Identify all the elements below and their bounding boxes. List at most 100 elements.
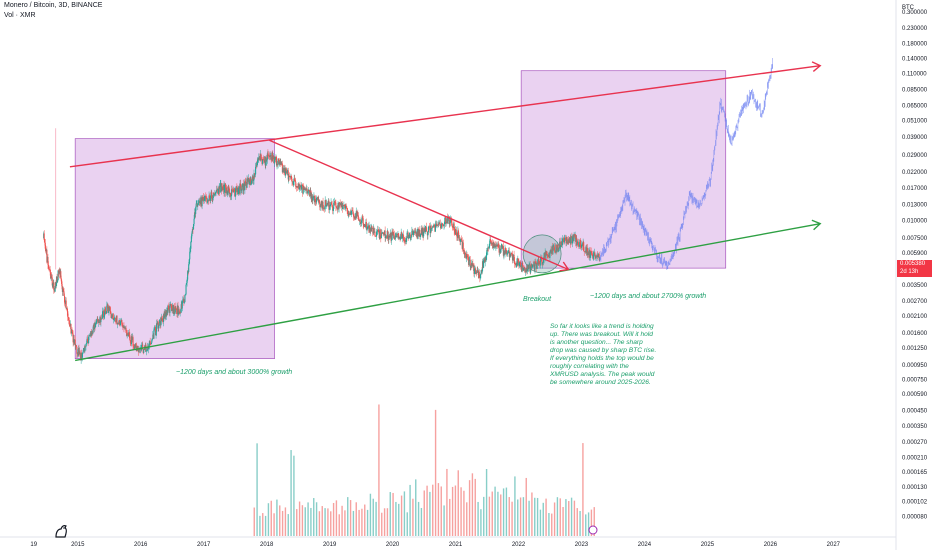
candle-body <box>240 186 242 191</box>
candle-body <box>574 234 576 236</box>
candle-body <box>46 249 48 263</box>
candle-body <box>479 274 481 279</box>
y-tick-label: 0.000950 <box>902 363 928 369</box>
candle-body <box>423 231 425 237</box>
candle-body <box>49 269 51 273</box>
candle-body <box>528 268 530 270</box>
growth-box-2 <box>520 70 727 269</box>
candle-body <box>241 184 243 190</box>
candle-body <box>174 306 176 313</box>
volume-bar <box>378 404 380 536</box>
candle-body <box>201 197 203 207</box>
candle-body <box>379 229 381 238</box>
candle-body <box>82 352 84 354</box>
volume-bar <box>449 498 451 536</box>
candle-body <box>587 252 589 256</box>
candle-body <box>376 231 378 237</box>
volume-bar <box>330 511 332 536</box>
volume-bar <box>301 505 304 536</box>
candle-body <box>150 342 152 344</box>
candle-body <box>187 271 189 280</box>
candle-body <box>63 295 66 303</box>
volume-bar <box>485 468 488 536</box>
candle-body <box>306 188 308 191</box>
candle-body <box>155 331 157 336</box>
tradingview-logo-icon[interactable] <box>54 523 70 539</box>
candle-body <box>96 320 98 324</box>
volume-bar <box>463 490 465 536</box>
analysis-note-line: be somewhere around 2025-2026. <box>550 379 651 386</box>
last-price-label: 0.005380 <box>897 260 932 269</box>
candle-body <box>304 188 306 189</box>
candle-body <box>562 238 564 242</box>
candle-body <box>431 228 433 230</box>
candle-body <box>193 218 195 225</box>
candle-body <box>232 190 234 192</box>
volume-bar <box>434 409 437 536</box>
candle-body <box>570 237 572 244</box>
candle-body <box>138 349 141 351</box>
candle-body <box>514 261 516 265</box>
candle-body <box>190 236 192 242</box>
candle-body <box>493 243 495 248</box>
candle-body <box>348 213 350 215</box>
candle-body <box>396 234 398 238</box>
volume-bar <box>519 497 522 536</box>
candle-body <box>391 231 393 240</box>
candle-body <box>67 311 69 318</box>
candle-body <box>359 219 361 222</box>
candle-body <box>567 239 569 244</box>
candle-body <box>267 154 270 156</box>
y-tick-label: 0.000210 <box>902 455 928 461</box>
candle-body <box>307 191 309 194</box>
candle-body <box>245 181 247 186</box>
price-candles <box>43 149 601 364</box>
candle-body <box>144 349 146 350</box>
candle-body <box>107 304 109 313</box>
candle-body <box>167 305 169 307</box>
candle-body <box>52 284 54 286</box>
downtrend-line-arrowhead <box>559 261 570 272</box>
upper-trendline-arrowhead <box>811 61 822 72</box>
volume-bar <box>338 514 340 536</box>
candle-body <box>188 264 190 272</box>
candle-body <box>357 215 359 220</box>
candle-body <box>81 353 83 359</box>
candle-body <box>84 346 86 348</box>
candle-body <box>383 234 385 236</box>
candle-body <box>108 306 110 312</box>
candle-body <box>400 236 402 240</box>
candle-body <box>449 219 451 223</box>
volume-bar <box>491 491 493 536</box>
symbol-legend[interactable]: Monero / Bitcoin, 3D, BINANCE <box>4 2 103 9</box>
candle-body <box>68 317 70 321</box>
candle-body <box>154 327 157 336</box>
y-tick-label: 0.010000 <box>902 218 928 224</box>
candle-body <box>263 159 265 160</box>
candle-body <box>130 336 132 345</box>
volume-bar <box>536 497 539 536</box>
volume-bar <box>383 508 386 536</box>
volume-legend[interactable]: Vol · XMR <box>4 12 36 19</box>
candle-body <box>246 178 248 188</box>
x-tick-label: 2022 <box>512 542 526 548</box>
volume-bar <box>420 507 423 536</box>
candle-body <box>329 204 332 207</box>
volume-bar <box>417 501 420 536</box>
analysis-note-line: roughly correlating with the <box>550 363 629 370</box>
volume-bar <box>440 486 442 536</box>
candle-body <box>523 267 525 271</box>
candle-body <box>402 234 404 238</box>
volume-bar <box>590 509 593 536</box>
volume-bar <box>451 486 454 536</box>
candle-body <box>349 213 351 215</box>
candle-body <box>48 268 50 270</box>
candle-body <box>439 223 441 226</box>
candle-body <box>419 234 421 237</box>
y-tick-label: 0.017000 <box>902 186 928 192</box>
candle-body <box>228 186 230 189</box>
candle-body <box>281 163 283 173</box>
candle-body <box>380 232 382 239</box>
candle-body <box>401 235 403 239</box>
